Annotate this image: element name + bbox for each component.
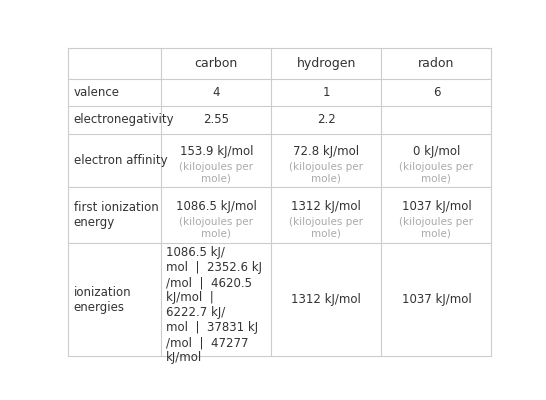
- Text: 72.8 kJ/mol: 72.8 kJ/mol: [293, 145, 359, 158]
- Text: 1037 kJ/mol: 1037 kJ/mol: [401, 293, 471, 306]
- Text: 1312 kJ/mol: 1312 kJ/mol: [292, 200, 361, 212]
- Text: first ionization
energy: first ionization energy: [74, 201, 158, 229]
- Text: 1312 kJ/mol: 1312 kJ/mol: [292, 293, 361, 306]
- Text: (kilojoules per
mole): (kilojoules per mole): [179, 162, 253, 184]
- Text: 153.9 kJ/mol: 153.9 kJ/mol: [180, 145, 253, 158]
- Text: 2.55: 2.55: [203, 113, 229, 126]
- Text: 6: 6: [432, 86, 440, 99]
- Text: 1086.5 kJ/mol: 1086.5 kJ/mol: [176, 200, 257, 212]
- Text: electron affinity: electron affinity: [74, 154, 168, 166]
- Text: radon: radon: [418, 57, 455, 70]
- Text: (kilojoules per
mole): (kilojoules per mole): [399, 162, 473, 184]
- Text: (kilojoules per
mole): (kilojoules per mole): [179, 217, 253, 239]
- Text: (kilojoules per
mole): (kilojoules per mole): [399, 217, 473, 239]
- Text: electronegativity: electronegativity: [74, 113, 174, 126]
- Text: (kilojoules per
mole): (kilojoules per mole): [289, 217, 364, 239]
- Text: hydrogen: hydrogen: [296, 57, 356, 70]
- Text: 1086.5 kJ/
mol  |  2352.6 kJ
/mol  |  4620.5
kJ/mol  |
6222.7 kJ/
mol  |  37831 : 1086.5 kJ/ mol | 2352.6 kJ /mol | 4620.5…: [165, 246, 262, 364]
- Text: 4: 4: [212, 86, 220, 99]
- Text: 2.2: 2.2: [317, 113, 336, 126]
- Text: 1: 1: [323, 86, 330, 99]
- Text: 1037 kJ/mol: 1037 kJ/mol: [401, 200, 471, 212]
- Text: 0 kJ/mol: 0 kJ/mol: [413, 145, 460, 158]
- Text: (kilojoules per
mole): (kilojoules per mole): [289, 162, 364, 184]
- Text: ionization
energies: ionization energies: [74, 286, 132, 314]
- Text: valence: valence: [74, 86, 120, 99]
- Text: carbon: carbon: [195, 57, 238, 70]
